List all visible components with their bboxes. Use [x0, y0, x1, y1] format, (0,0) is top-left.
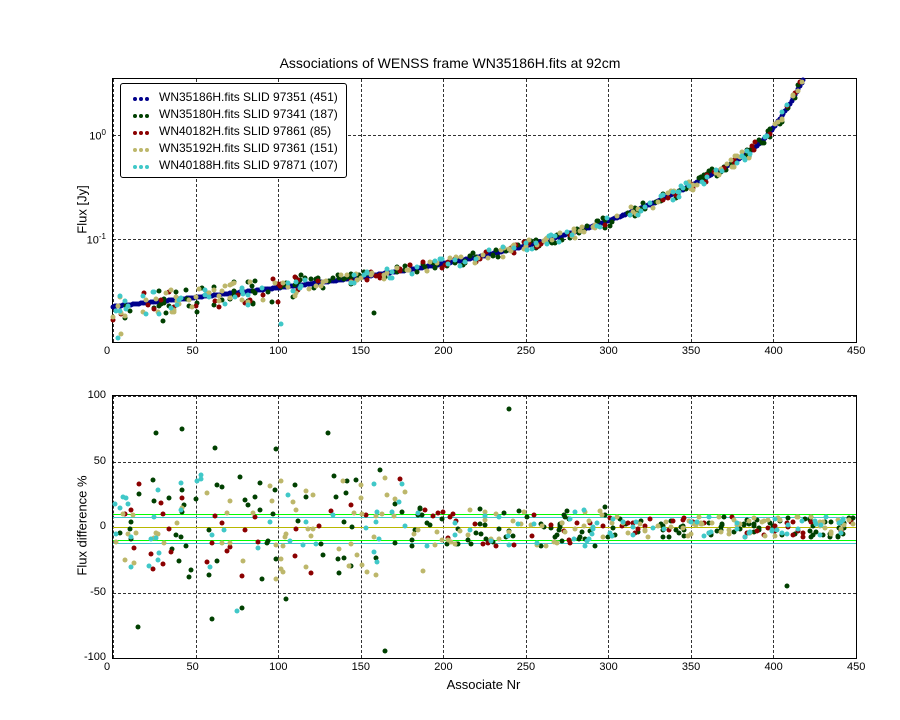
legend-item: WN40188H.fits SLID 97871 (107)	[129, 156, 338, 173]
legend-label: WN40182H.fits SLID 97861 (85)	[159, 124, 331, 138]
legend-item: WN35180H.fits SLID 97341 (187)	[129, 105, 338, 122]
legend-label: WN40188H.fits SLID 97871 (107)	[159, 158, 338, 172]
bottom-ylabel: Flux difference %	[75, 466, 90, 586]
bottom-xlabel: Associate Nr	[112, 677, 855, 692]
legend-label: WN35192H.fits SLID 97361 (151)	[159, 141, 338, 155]
legend-item: WN35186H.fits SLID 97351 (451)	[129, 88, 338, 105]
chart-title: Associations of WENSS frame WN35186H.fit…	[0, 55, 900, 71]
legend-label: WN35180H.fits SLID 97341 (187)	[159, 107, 338, 121]
bottom-diff-scatter	[112, 395, 857, 659]
legend-item: WN40182H.fits SLID 97861 (85)	[129, 122, 338, 139]
figure: Associations of WENSS frame WN35186H.fit…	[0, 0, 900, 720]
legend-label: WN35186H.fits SLID 97351 (451)	[159, 90, 338, 104]
legend: WN35186H.fits SLID 97351 (451) WN35180H.f…	[120, 83, 347, 178]
legend-item: WN35192H.fits SLID 97361 (151)	[129, 139, 338, 156]
